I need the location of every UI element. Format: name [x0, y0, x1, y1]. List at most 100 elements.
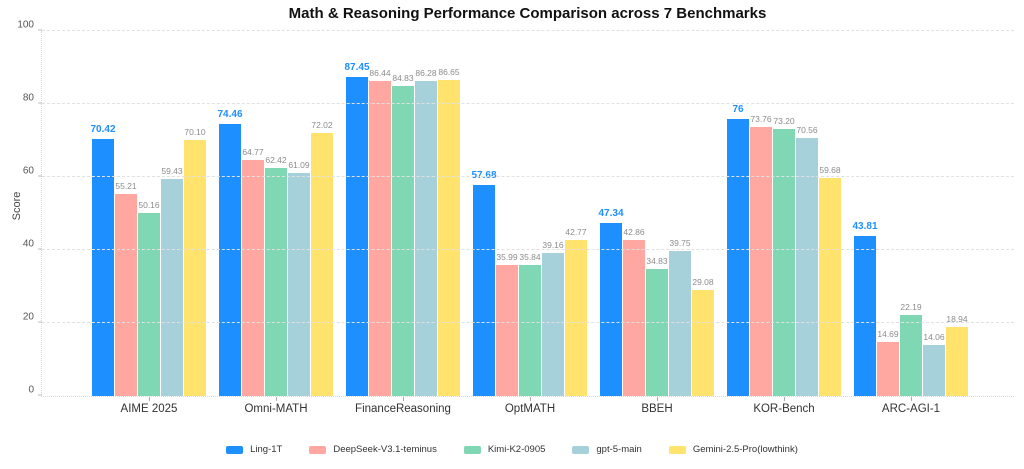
bar: 59.68: [819, 165, 841, 396]
bar: 64.77: [242, 147, 264, 396]
bar: 39.16: [542, 240, 564, 396]
bar: 84.83: [392, 73, 414, 396]
bar: 86.28: [415, 68, 437, 396]
y-axis-tick-label: 40: [22, 238, 34, 250]
bar-group: 70.42 55.21 50.16 59.43 70.10 AIME 2025: [90, 31, 206, 415]
y-axis-tick-label: 80: [22, 92, 34, 104]
legend-item[interactable]: Kimi-K2-0905: [463, 444, 546, 455]
bar: 39.75: [669, 238, 691, 396]
legend-item[interactable]: Gemini-2.5-Pro(lowthink): [668, 444, 798, 455]
value-label: 59.43: [161, 166, 183, 177]
value-label: 50.16: [138, 199, 160, 210]
bar: 43.81: [852, 221, 878, 396]
value-label: 29.08: [692, 276, 714, 287]
gridline: [42, 103, 1014, 104]
bar: 74.46: [217, 109, 243, 396]
bar: 42.77: [565, 227, 587, 396]
value-label: 70.10: [184, 127, 206, 138]
bar: 18.94: [946, 314, 968, 396]
bar-group: 43.81 14.69 22.19 14.06 18.94 ARC-AGI-1: [852, 31, 968, 415]
bar: 70.56: [796, 125, 818, 396]
bar: 55.21: [115, 181, 137, 396]
bar: 86.44: [369, 68, 391, 396]
bar: 76: [727, 104, 749, 396]
value-label: 61.09: [288, 160, 310, 171]
bar: 14.69: [877, 329, 899, 396]
value-label: 14.06: [923, 331, 945, 342]
value-label: 42.86: [623, 226, 645, 237]
value-label: 64.77: [242, 146, 264, 157]
value-label: 73.20: [773, 115, 795, 126]
value-label: 86.28: [415, 68, 437, 79]
y-axis-tick-mark: [38, 102, 42, 104]
value-label: 39.75: [669, 237, 691, 248]
bar: 73.20: [773, 116, 795, 396]
bar: 72.02: [311, 120, 333, 396]
legend-label: Ling-1T: [250, 444, 283, 455]
x-axis-tick-mark: [530, 397, 531, 401]
bar-group: 74.46 64.77 62.42 61.09 72.02 Omni-MATH: [217, 31, 333, 415]
value-label: 42.77: [565, 226, 587, 237]
bar: 87.45: [344, 62, 370, 396]
value-label: 18.94: [946, 313, 968, 324]
x-axis-tick-mark: [784, 397, 785, 401]
bar: 14.06: [923, 332, 945, 396]
value-label: 72.02: [311, 120, 333, 131]
gridline: [42, 249, 1014, 250]
bar: 35.99: [496, 252, 518, 396]
value-label: 59.68: [819, 165, 841, 176]
y-axis-tick-label: 60: [22, 165, 34, 177]
legend-label: Gemini-2.5-Pro(lowthink): [692, 444, 798, 455]
value-label: 35.99: [496, 251, 518, 262]
bar-group: 76 73.76 73.20 70.56 59.68 KOR-Bench: [727, 31, 841, 415]
x-axis-tick-mark: [149, 397, 150, 401]
bar: 50.16: [138, 200, 160, 396]
y-axis-tick-label: 0: [28, 384, 34, 396]
x-axis-tick-mark: [911, 397, 912, 401]
y-axis-tick-mark: [38, 29, 42, 31]
y-axis-tick-mark: [38, 175, 42, 177]
x-axis-category-label: BBEH: [641, 403, 673, 415]
x-axis-category-label: Omni-MATH: [244, 403, 308, 415]
bar: 35.84: [519, 252, 541, 396]
value-label: 86.65: [438, 66, 460, 77]
gridline: [42, 30, 1014, 31]
y-axis-tick-label: 20: [22, 311, 34, 323]
y-axis-tick-label: 100: [17, 19, 34, 31]
value-label: 87.45: [344, 61, 370, 73]
legend-item[interactable]: DeepSeek-V3.1-teminus: [309, 444, 437, 455]
value-label: 70.56: [796, 125, 818, 136]
x-axis-tick-mark: [276, 397, 277, 401]
bar-group: 47.34 42.86 34.83 39.75 29.08 BBEH: [598, 31, 714, 415]
bar: 57.68: [471, 170, 497, 396]
legend-item[interactable]: Ling-1T: [226, 444, 282, 455]
value-label: 47.34: [598, 208, 624, 220]
value-label: 62.42: [265, 155, 287, 166]
x-axis-category-label: AIME 2025: [120, 403, 178, 415]
x-axis-category-label: OptMATH: [504, 403, 556, 415]
value-label: 43.81: [852, 221, 878, 233]
plot-area: 70.42 55.21 50.16 59.43 70.10 AIME 2025 74.46 6…: [17, 20, 1014, 415]
bar: 61.09: [288, 160, 310, 396]
value-label: 35.84: [519, 252, 541, 263]
value-label: 76: [732, 103, 744, 115]
legend-item[interactable]: gpt-5-main: [572, 444, 642, 455]
bar: 70.42: [90, 124, 116, 396]
legend-swatch: [572, 445, 590, 454]
legend-swatch: [668, 445, 686, 454]
chart-title: Math & Reasoning Performance Comparison …: [288, 5, 767, 22]
y-axis-tick-mark: [38, 321, 42, 323]
bar: 62.42: [265, 155, 287, 396]
value-label: 70.42: [90, 123, 116, 135]
legend: Ling-1T DeepSeek-V3.1-teminus Kimi-K2-0905…: [0, 444, 1024, 455]
value-label: 55.21: [115, 181, 137, 192]
gridline: [42, 322, 1014, 323]
legend-label: gpt-5-main: [596, 444, 642, 455]
value-label: 39.16: [542, 240, 564, 251]
value-label: 34.83: [646, 255, 668, 266]
legend-label: Kimi-K2-0905: [487, 444, 546, 455]
bar-group: 57.68 35.99 35.84 39.16 42.77 OptMATH: [471, 31, 587, 415]
x-axis-category-label: ARC-AGI-1: [881, 403, 941, 415]
bar: 22.19: [900, 302, 922, 396]
